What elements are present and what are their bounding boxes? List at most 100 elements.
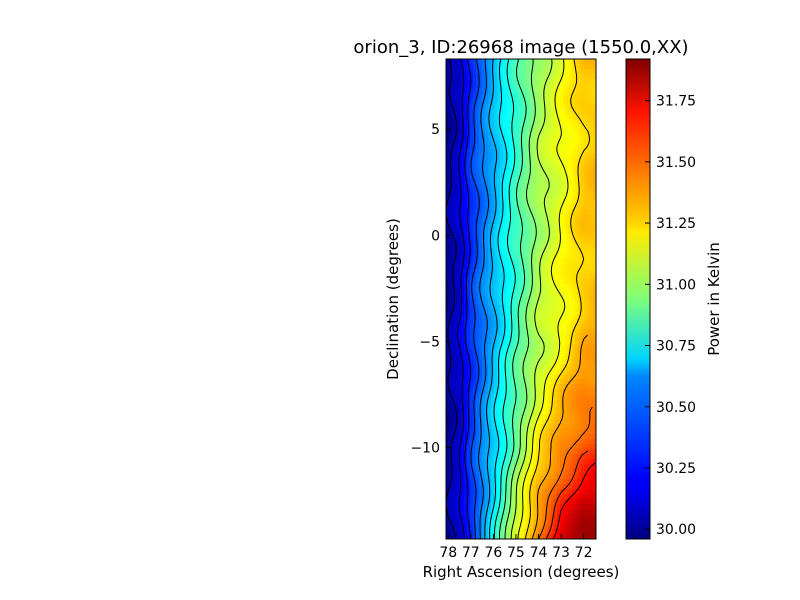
heatmap-cell: [506, 194, 510, 200]
heatmap-cell: [488, 64, 492, 70]
heatmap-cell: [560, 119, 564, 125]
heatmap-cell: [572, 259, 576, 265]
heatmap-cell: [488, 119, 492, 125]
heatmap-cell: [560, 69, 564, 75]
heatmap-cell: [578, 409, 582, 415]
heatmap-cell: [557, 439, 561, 445]
heatmap-cell: [470, 94, 474, 100]
heatmap-cell: [572, 514, 576, 520]
heatmap-cell: [446, 299, 450, 305]
heatmap-cell: [569, 229, 573, 235]
heatmap-cell: [536, 384, 540, 390]
heatmap-cell: [557, 254, 561, 260]
heatmap-cell: [476, 429, 480, 435]
heatmap-cell: [536, 274, 540, 280]
heatmap-cell: [590, 214, 594, 220]
heatmap-cell: [464, 509, 468, 515]
heatmap-cell: [590, 494, 594, 500]
heatmap-cell: [476, 164, 480, 170]
heatmap-cell: [479, 499, 483, 505]
heatmap-cell: [548, 59, 552, 65]
heatmap-cell: [491, 404, 495, 410]
heatmap-cell: [578, 424, 582, 430]
heatmap-cell: [506, 434, 510, 440]
heatmap-cell: [593, 384, 596, 390]
heatmap-cell: [518, 404, 522, 410]
heatmap-cell: [581, 309, 585, 315]
heatmap-cell: [461, 184, 465, 190]
heatmap-cell: [485, 119, 489, 125]
heatmap-cell: [503, 519, 507, 525]
heatmap-cell: [554, 274, 558, 280]
heatmap-cell: [560, 534, 564, 539]
heatmap-cell: [518, 189, 522, 195]
heatmap-cell: [548, 524, 552, 530]
heatmap-cell: [476, 414, 480, 420]
heatmap-cell: [545, 189, 549, 195]
heatmap-cell: [470, 389, 474, 395]
heatmap-cell: [467, 514, 471, 520]
heatmap-cell: [533, 349, 537, 355]
heatmap-cell: [482, 339, 486, 345]
heatmap-cell: [467, 444, 471, 450]
heatmap-cell: [563, 329, 567, 335]
heatmap-cell: [452, 224, 456, 230]
heatmap-cell: [503, 144, 507, 150]
heatmap-cell: [533, 484, 537, 490]
heatmap-cell: [521, 404, 525, 410]
heatmap-cell: [542, 379, 546, 385]
heatmap-cell: [530, 169, 534, 175]
heatmap-cell: [455, 454, 459, 460]
heatmap-cell: [446, 114, 450, 120]
heatmap-cell: [449, 149, 453, 155]
heatmap-cell: [488, 459, 492, 465]
heatmap-cell: [542, 514, 546, 520]
heatmap-cell: [491, 484, 495, 490]
heatmap-cell: [590, 139, 594, 145]
heatmap-cell: [497, 399, 501, 405]
heatmap-cell: [446, 144, 450, 150]
heatmap-cell: [521, 349, 525, 355]
heatmap-cell: [494, 264, 498, 270]
heatmap-cell: [521, 284, 525, 290]
heatmap-cell: [509, 384, 513, 390]
heatmap-cell: [473, 439, 477, 445]
heatmap-cell: [575, 234, 579, 240]
heatmap-cell: [446, 269, 450, 275]
heatmap-cell: [470, 244, 474, 250]
heatmap-cell: [497, 459, 501, 465]
heatmap-cell: [500, 389, 504, 395]
heatmap-cell: [527, 224, 531, 230]
heatmap-cell: [515, 374, 519, 380]
heatmap-cell: [569, 349, 573, 355]
heatmap-cell: [521, 299, 525, 305]
heatmap-cell: [584, 519, 588, 525]
heatmap-cell: [476, 324, 480, 330]
heatmap-cell: [554, 479, 558, 485]
heatmap-cell: [530, 144, 534, 150]
heatmap-cell: [563, 84, 567, 90]
heatmap-cell: [530, 389, 534, 395]
heatmap-cell: [515, 274, 519, 280]
heatmap-cell: [470, 254, 474, 260]
heatmap-cell: [491, 99, 495, 105]
heatmap-cell: [503, 134, 507, 140]
heatmap-cell: [575, 309, 579, 315]
heatmap-cell: [476, 244, 480, 250]
colorbar-tick-label: 31.50: [656, 155, 696, 171]
heatmap-cell: [548, 89, 552, 95]
heatmap-cell: [533, 499, 537, 505]
heatmap-cell: [506, 229, 510, 235]
heatmap-cell: [452, 229, 456, 235]
heatmap-cell: [590, 324, 594, 330]
heatmap-cell: [587, 104, 591, 110]
heatmap-cell: [575, 284, 579, 290]
heatmap-cell: [539, 314, 543, 320]
heatmap-cell: [485, 324, 489, 330]
heatmap-cell: [530, 529, 534, 535]
heatmap-cell: [506, 334, 510, 340]
heatmap-cell: [497, 219, 501, 225]
heatmap-cell: [461, 74, 465, 80]
heatmap-cell: [449, 254, 453, 260]
heatmap-cell: [590, 319, 594, 325]
